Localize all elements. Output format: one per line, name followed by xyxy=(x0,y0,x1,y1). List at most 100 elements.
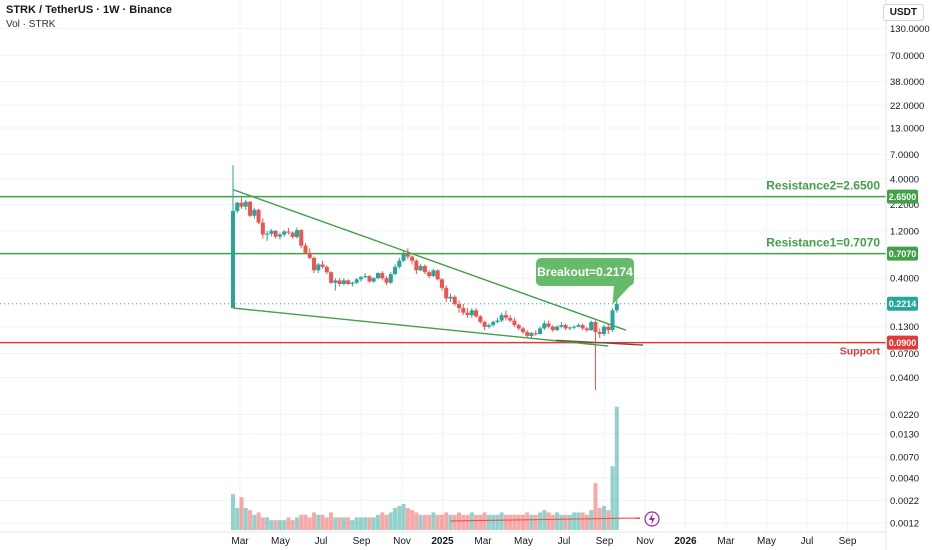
volume-bar xyxy=(589,510,594,530)
candle-body xyxy=(452,296,457,305)
candle-body xyxy=(606,326,611,331)
time-tick: Sep xyxy=(596,536,614,547)
price-tick: 13.0000 xyxy=(890,123,924,134)
candle-body xyxy=(363,276,368,278)
candle-body xyxy=(550,326,555,331)
candle-body xyxy=(435,270,440,280)
volume-bar xyxy=(610,466,615,530)
volume-bar xyxy=(363,517,368,530)
volume-bar xyxy=(593,483,598,530)
candle-body xyxy=(486,325,491,327)
time-tick: Jul xyxy=(315,536,328,547)
price-tick: 0.0700 xyxy=(890,349,919,360)
candle-body xyxy=(503,315,508,318)
volume-bar xyxy=(410,510,415,530)
price-badge xyxy=(887,296,918,311)
volume-bar xyxy=(567,514,572,530)
price-tick: 2.2000 xyxy=(890,200,919,211)
price-badge xyxy=(887,335,918,350)
volume-bar xyxy=(248,510,253,530)
candle-body xyxy=(461,308,466,313)
time-tick: Mar xyxy=(231,536,249,547)
candle-body xyxy=(384,278,389,283)
flash-icon xyxy=(644,511,660,527)
candle-body xyxy=(457,304,462,309)
time-axis: Mar May Jul Sep Nov 2025 Mar May Jul Sep Nov 2026 Ma… xyxy=(0,531,886,547)
volume-bar xyxy=(563,514,568,530)
candle-body xyxy=(380,273,385,279)
volume-bar xyxy=(299,514,304,530)
currency-selector[interactable]: USDT xyxy=(882,4,924,21)
candle-body xyxy=(303,245,308,253)
candle-body xyxy=(593,322,598,333)
time-tick: Mar xyxy=(474,536,492,547)
volume-bar xyxy=(312,512,317,530)
level-label-support: Support xyxy=(840,346,881,358)
candle-body xyxy=(431,270,436,277)
volume-bar xyxy=(397,505,402,530)
candle-body xyxy=(529,333,534,336)
volume-bar xyxy=(303,514,308,530)
volume-bar xyxy=(346,517,351,530)
candle-body xyxy=(602,326,607,334)
volume-bar xyxy=(546,512,551,530)
candle-body xyxy=(559,325,564,327)
volume-bar xyxy=(260,517,265,530)
candle-body xyxy=(427,272,432,277)
time-tick: May xyxy=(514,536,533,547)
volume-bar xyxy=(461,514,466,530)
volume-bar xyxy=(525,512,530,530)
time-tick: Jul xyxy=(558,536,571,547)
volume-bar xyxy=(375,514,380,530)
candle-body xyxy=(388,274,393,283)
candle-body xyxy=(329,272,334,283)
volume-bar xyxy=(350,520,355,530)
volume-bar xyxy=(307,517,312,530)
breakout-pointer xyxy=(612,286,630,305)
candle-body xyxy=(252,209,257,216)
candle-body xyxy=(294,230,299,237)
candle-body xyxy=(584,328,589,331)
candle-body xyxy=(256,209,261,223)
level-label-resistance1: Resistance1=0.7070 xyxy=(766,236,880,250)
candle-body xyxy=(614,303,619,311)
candle-body xyxy=(320,264,325,267)
candle-body xyxy=(439,279,444,288)
volume-bar xyxy=(482,512,487,530)
volume-bar xyxy=(316,514,321,530)
price-badge-label: 2.6500 xyxy=(889,192,917,202)
volume-bar xyxy=(294,517,299,530)
volume-ma-line xyxy=(449,517,641,522)
time-tick: 2025 xyxy=(431,536,454,547)
candle-body xyxy=(346,280,351,284)
price-tick: 0.4000 xyxy=(890,274,919,285)
candle-body xyxy=(542,323,547,329)
volume-bar xyxy=(358,517,363,530)
volume-bar xyxy=(533,514,538,530)
candle-body xyxy=(286,231,291,233)
candle-body xyxy=(307,252,312,258)
candle-body xyxy=(235,202,240,211)
candle-body xyxy=(589,322,594,331)
volume-bar xyxy=(393,508,398,530)
symbol-title[interactable]: STRK / TetherUS · 1W · Binance xyxy=(6,4,173,16)
price-tick: 0.1300 xyxy=(890,322,919,333)
candle-body xyxy=(269,230,274,234)
price-tick: 38.0000 xyxy=(890,77,924,88)
candle-body xyxy=(444,287,449,299)
grid xyxy=(0,0,886,532)
price-axis: 130.0000 70.0000 38.0000 22.0000 13.0000 7.00… xyxy=(885,0,930,550)
candle-body xyxy=(580,325,585,329)
price-tick: 0.0012 xyxy=(890,519,919,530)
candle-body xyxy=(393,266,398,275)
volume-bar xyxy=(516,514,521,530)
volume-bar xyxy=(231,494,235,530)
volume-bar xyxy=(427,514,432,530)
volume-bar xyxy=(243,508,248,530)
time-tick: May xyxy=(757,536,776,547)
candle-body xyxy=(508,317,513,321)
candle-body xyxy=(563,325,568,329)
breakout-annotation: Breakout=0.2174 xyxy=(536,258,634,305)
price-tick: 0.0130 xyxy=(890,430,919,441)
